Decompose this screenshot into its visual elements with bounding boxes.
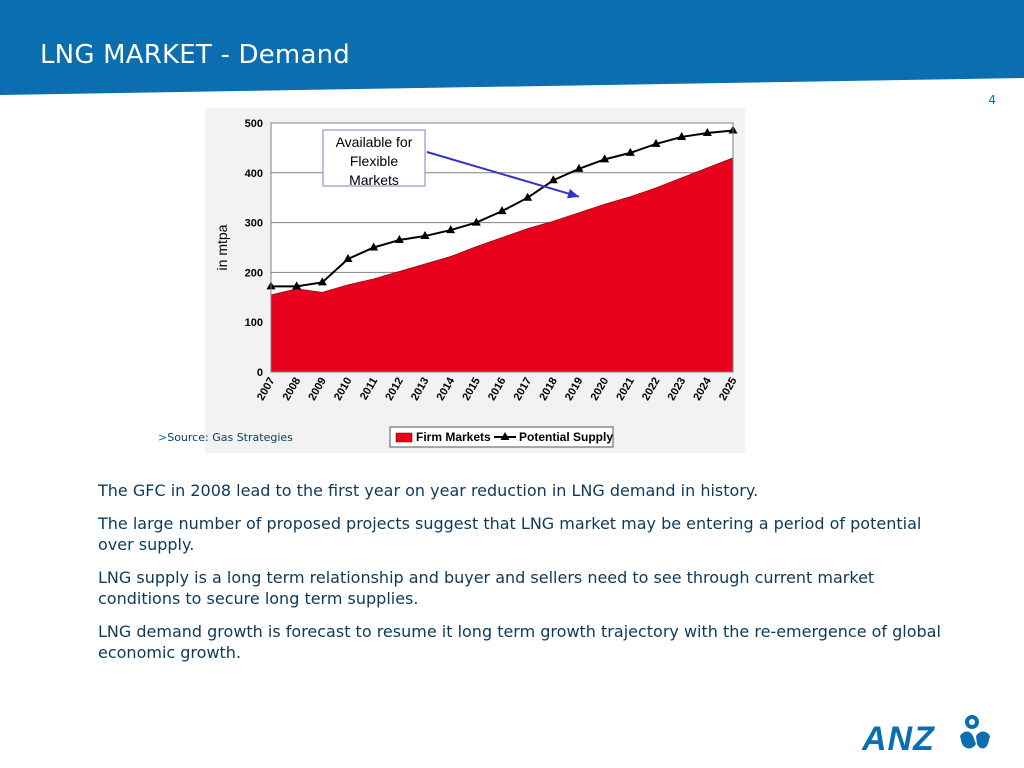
annotation-arrow-shaft bbox=[426, 151, 580, 198]
lng-demand-chart: 0 100 200 300 400 500 in mtpa 2007 2008 2009 2010 2… bbox=[205, 108, 745, 453]
potential-supply-point bbox=[702, 127, 712, 136]
potential-supply-point bbox=[369, 242, 379, 251]
source-text: Source: Gas Strategies bbox=[167, 431, 293, 444]
annotation-arrow-head bbox=[567, 188, 579, 199]
y-axis-label: in mtpa bbox=[214, 224, 230, 270]
annotation-text: Markets bbox=[349, 172, 399, 188]
annotation-box bbox=[322, 129, 426, 187]
plot-border bbox=[270, 122, 734, 373]
y-tick-label: 200 bbox=[245, 267, 263, 279]
y-tick-label: 100 bbox=[245, 317, 263, 329]
slide-title: LNG MARKET - Demand bbox=[40, 40, 350, 70]
anz-logo: ANZ bbox=[862, 715, 990, 756]
potential-supply-point bbox=[625, 147, 635, 156]
potential-supply-point bbox=[292, 281, 302, 290]
y-tick-label: 0 bbox=[257, 367, 263, 379]
bullet-item: LNG supply is a long term relationship a… bbox=[98, 568, 875, 608]
annotation-text: Available for bbox=[336, 134, 413, 150]
page-number: 4 bbox=[988, 93, 996, 107]
annotation-text: Flexible bbox=[350, 153, 398, 169]
potential-supply-point bbox=[343, 253, 353, 262]
y-tick-label: 400 bbox=[245, 168, 263, 180]
source-note: >Source: Gas Strategies bbox=[158, 431, 293, 444]
potential-supply-point bbox=[420, 231, 430, 240]
source-marker: > bbox=[158, 431, 168, 444]
anz-logo-text: ANZ bbox=[862, 720, 935, 756]
potential-supply-point bbox=[394, 235, 404, 244]
potential-supply-point bbox=[523, 192, 533, 201]
y-tick-label: 500 bbox=[245, 118, 263, 130]
anz-people-icon bbox=[960, 715, 990, 749]
legend-label-firm-markets: Firm Markets bbox=[416, 430, 491, 444]
potential-supply-point bbox=[574, 163, 584, 172]
legend-label-potential-supply: Potential Supply bbox=[519, 430, 613, 444]
potential-supply-point bbox=[600, 154, 610, 163]
potential-supply-point bbox=[651, 138, 661, 147]
bullet-item: The GFC in 2008 lead to the first year o… bbox=[98, 481, 759, 500]
bullet-item: The large number of proposed projects su… bbox=[98, 514, 922, 554]
firm-markets-area bbox=[270, 157, 734, 373]
potential-supply-point bbox=[497, 206, 507, 215]
potential-supply-point bbox=[471, 217, 481, 226]
potential-supply-point bbox=[317, 277, 327, 286]
legend-marker-potential-supply bbox=[500, 432, 510, 440]
y-tick-label: 300 bbox=[245, 218, 263, 230]
potential-supply-point bbox=[446, 225, 456, 234]
header-band bbox=[0, 0, 1024, 95]
bullet-item: LNG demand growth is forecast to resume … bbox=[98, 622, 941, 662]
legend-swatch-firm-markets bbox=[395, 432, 413, 443]
bullet-list: The GFC in 2008 lead to the first year o… bbox=[98, 480, 958, 675]
potential-supply-point bbox=[677, 131, 687, 140]
potential-supply-point bbox=[548, 175, 558, 184]
